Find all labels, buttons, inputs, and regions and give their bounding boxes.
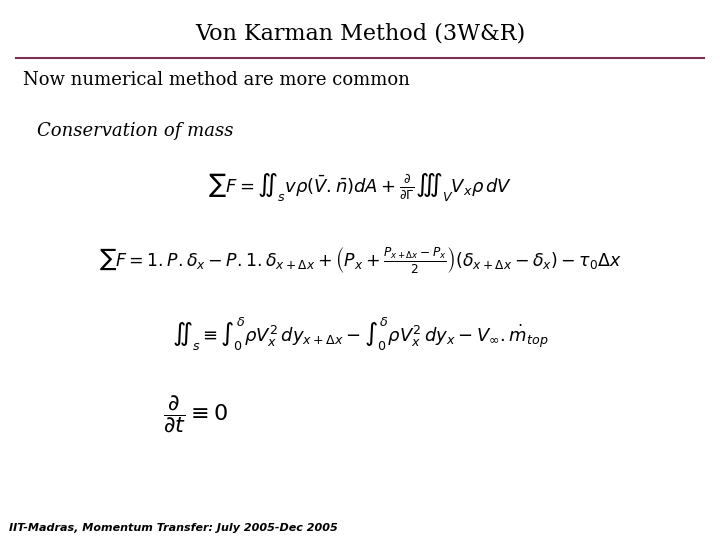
Text: $\dfrac{\partial}{\partial t} \equiv 0$: $\dfrac{\partial}{\partial t} \equiv 0$ xyxy=(163,394,228,435)
Text: $\iint_s \equiv \int_0^{\delta}\rho V_x^2\,dy_{x+\Delta x} - \int_0^{\delta}\rho: $\iint_s \equiv \int_0^{\delta}\rho V_x^… xyxy=(172,316,548,353)
Text: $\sum F = \iint_s v\rho(\bar{V}.\bar{n})dA + \frac{\partial}{\partial\Gamma} \ii: $\sum F = \iint_s v\rho(\bar{V}.\bar{n})… xyxy=(208,171,512,202)
Text: Now numerical method are more common: Now numerical method are more common xyxy=(23,71,410,89)
Text: Von Karman Method (3W&R): Von Karman Method (3W&R) xyxy=(195,23,525,45)
Text: $\sum F = 1.P.\delta_x - P.1.\delta_{x+\Delta x} + \left(P_x + \frac{P_{x+\Delta: $\sum F = 1.P.\delta_x - P.1.\delta_{x+\… xyxy=(99,246,621,276)
Text: IIT-Madras, Momentum Transfer: July 2005-Dec 2005: IIT-Madras, Momentum Transfer: July 2005… xyxy=(9,523,337,533)
Text: Conservation of mass: Conservation of mass xyxy=(37,122,234,140)
